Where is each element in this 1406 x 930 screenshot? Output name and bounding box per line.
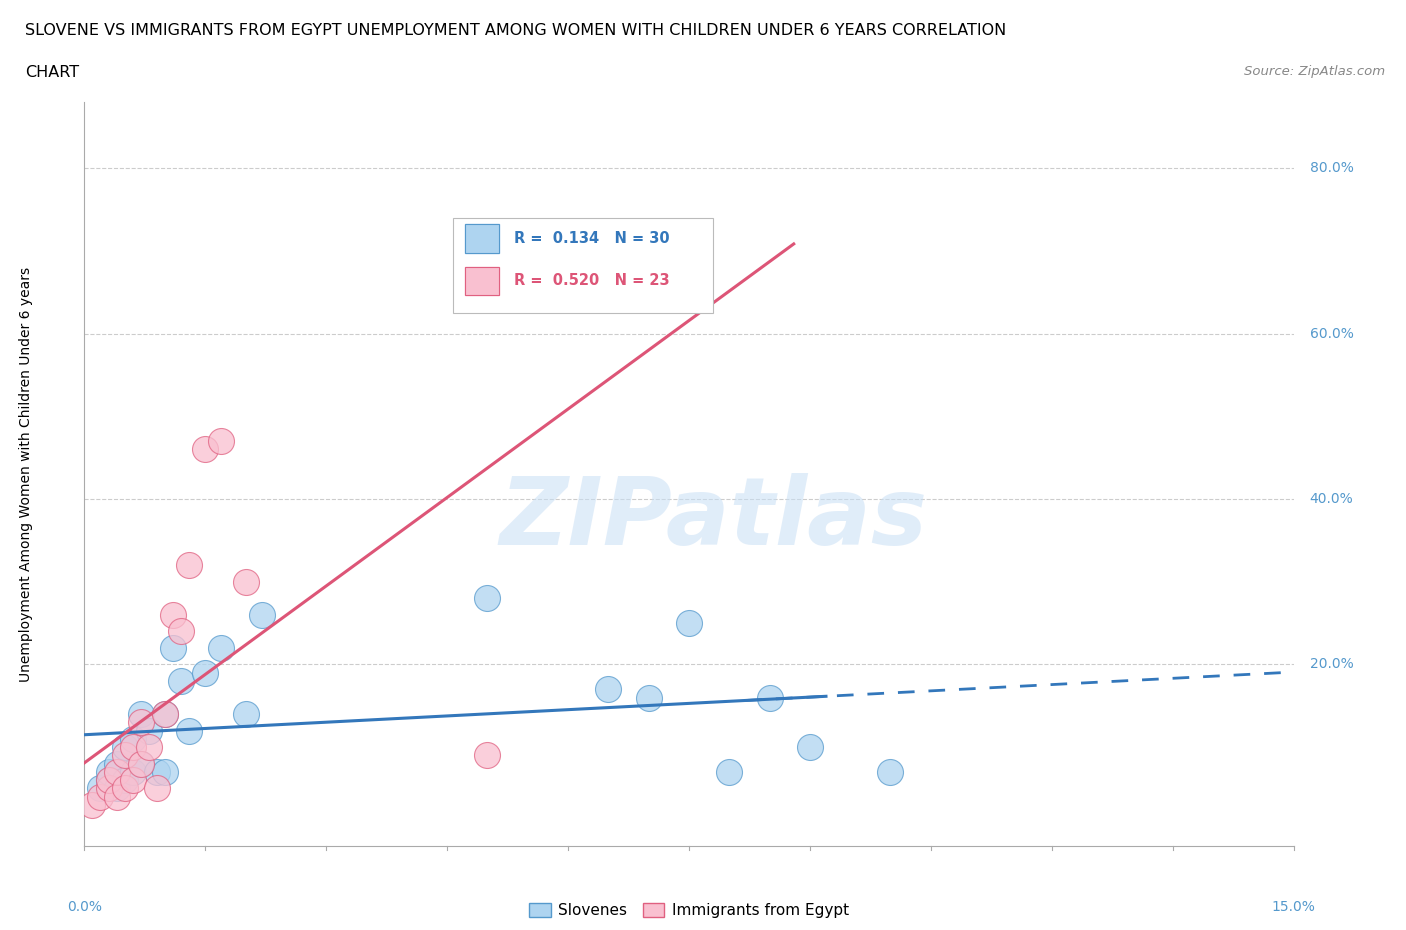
Point <box>82 798 104 813</box>
Point <box>179 724 201 738</box>
Point <box>105 781 128 796</box>
Point <box>121 764 143 779</box>
Point <box>129 756 152 771</box>
Point <box>146 764 169 779</box>
Point <box>114 773 136 788</box>
Point <box>114 781 136 796</box>
Text: R =  0.134   N = 30: R = 0.134 N = 30 <box>513 231 669 246</box>
Point <box>105 764 128 779</box>
Point <box>799 739 821 754</box>
Point <box>194 442 217 457</box>
Point <box>153 707 176 722</box>
Point <box>105 790 128 804</box>
Text: ZIPatlas: ZIPatlas <box>499 473 927 565</box>
Point <box>121 773 143 788</box>
Point <box>598 682 620 697</box>
Bar <box>465 267 499 295</box>
Point <box>477 591 499 605</box>
Point <box>138 724 160 738</box>
Point <box>153 707 176 722</box>
Point <box>637 690 659 705</box>
Text: 0.0%: 0.0% <box>67 900 101 914</box>
Point <box>235 575 257 590</box>
Legend: Slovenes, Immigrants from Egypt: Slovenes, Immigrants from Egypt <box>523 897 855 924</box>
Bar <box>465 224 499 253</box>
Point <box>121 739 143 754</box>
Text: 15.0%: 15.0% <box>1271 900 1316 914</box>
Point <box>129 707 152 722</box>
Bar <box>465 267 499 295</box>
Text: CHART: CHART <box>25 65 79 80</box>
FancyBboxPatch shape <box>453 218 713 312</box>
Text: 60.0%: 60.0% <box>1309 326 1354 340</box>
Point <box>170 673 193 688</box>
Text: 20.0%: 20.0% <box>1309 658 1354 671</box>
Point <box>153 764 176 779</box>
Text: 40.0%: 40.0% <box>1309 492 1354 506</box>
Point <box>678 616 700 631</box>
Point <box>162 641 184 656</box>
Bar <box>465 224 499 253</box>
Point <box>718 764 741 779</box>
Point <box>170 624 193 639</box>
Point <box>194 665 217 680</box>
Point <box>162 607 184 622</box>
Text: Source: ZipAtlas.com: Source: ZipAtlas.com <box>1244 65 1385 78</box>
Point <box>89 781 111 796</box>
Point <box>477 748 499 763</box>
Text: SLOVENE VS IMMIGRANTS FROM EGYPT UNEMPLOYMENT AMONG WOMEN WITH CHILDREN UNDER 6 : SLOVENE VS IMMIGRANTS FROM EGYPT UNEMPLO… <box>25 23 1007 38</box>
Point <box>97 764 120 779</box>
Point <box>97 781 120 796</box>
Point <box>121 731 143 746</box>
Point <box>114 739 136 754</box>
Point <box>105 756 128 771</box>
Text: R =  0.520   N = 23: R = 0.520 N = 23 <box>513 273 669 288</box>
Text: 80.0%: 80.0% <box>1309 162 1354 176</box>
Point <box>209 433 232 448</box>
Point <box>138 739 160 754</box>
Point <box>235 707 257 722</box>
Point <box>598 285 620 299</box>
Point <box>114 748 136 763</box>
Point <box>879 764 901 779</box>
Text: Unemployment Among Women with Children Under 6 years: Unemployment Among Women with Children U… <box>20 267 34 682</box>
Point <box>97 773 120 788</box>
Point <box>97 773 120 788</box>
Point <box>758 690 780 705</box>
Point <box>250 607 273 622</box>
Point <box>129 756 152 771</box>
Point <box>179 558 201 573</box>
Point <box>89 790 111 804</box>
Point <box>146 781 169 796</box>
Point <box>129 715 152 730</box>
Point <box>209 641 232 656</box>
